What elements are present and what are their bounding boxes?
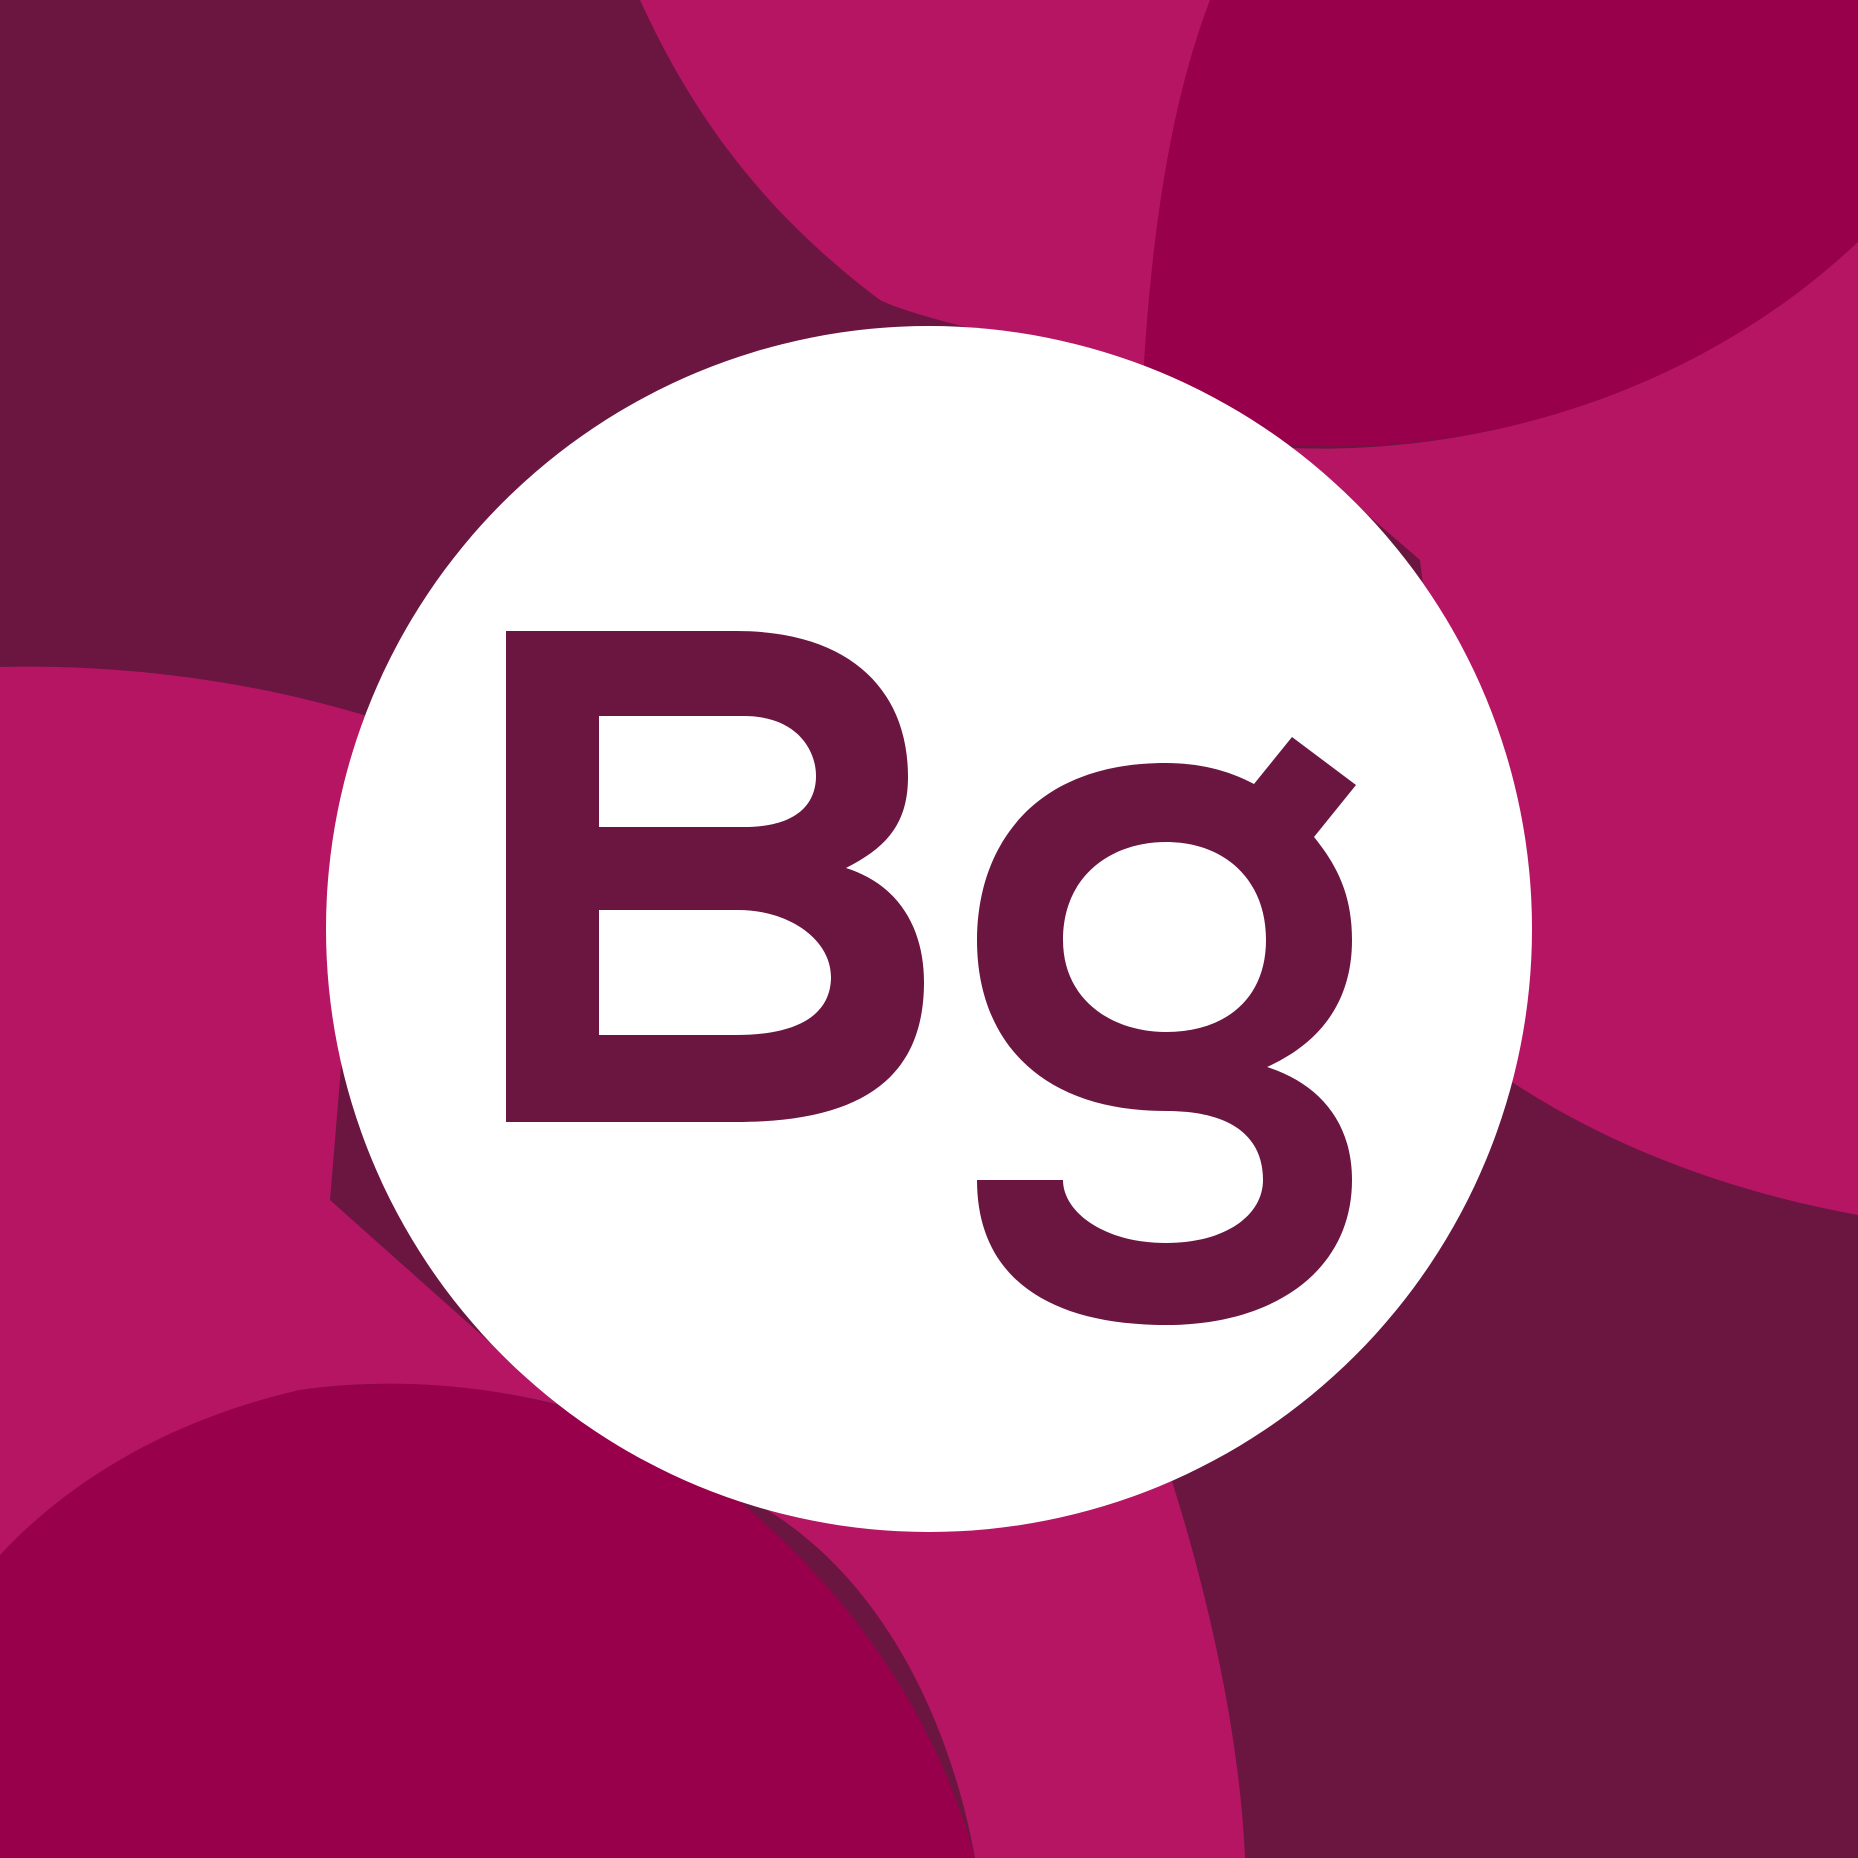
petal-right-magenta [1290,242,1858,1215]
petal-left-magenta [0,666,560,1555]
petal-top-right-crimson [1140,0,1858,448]
petal-bottom-left-crimson [0,1383,975,1858]
petal-top-magenta [640,0,1210,380]
letter-b [506,631,924,1122]
petal-bottom-magenta [560,1405,1245,1858]
letter-g [977,737,1356,1325]
